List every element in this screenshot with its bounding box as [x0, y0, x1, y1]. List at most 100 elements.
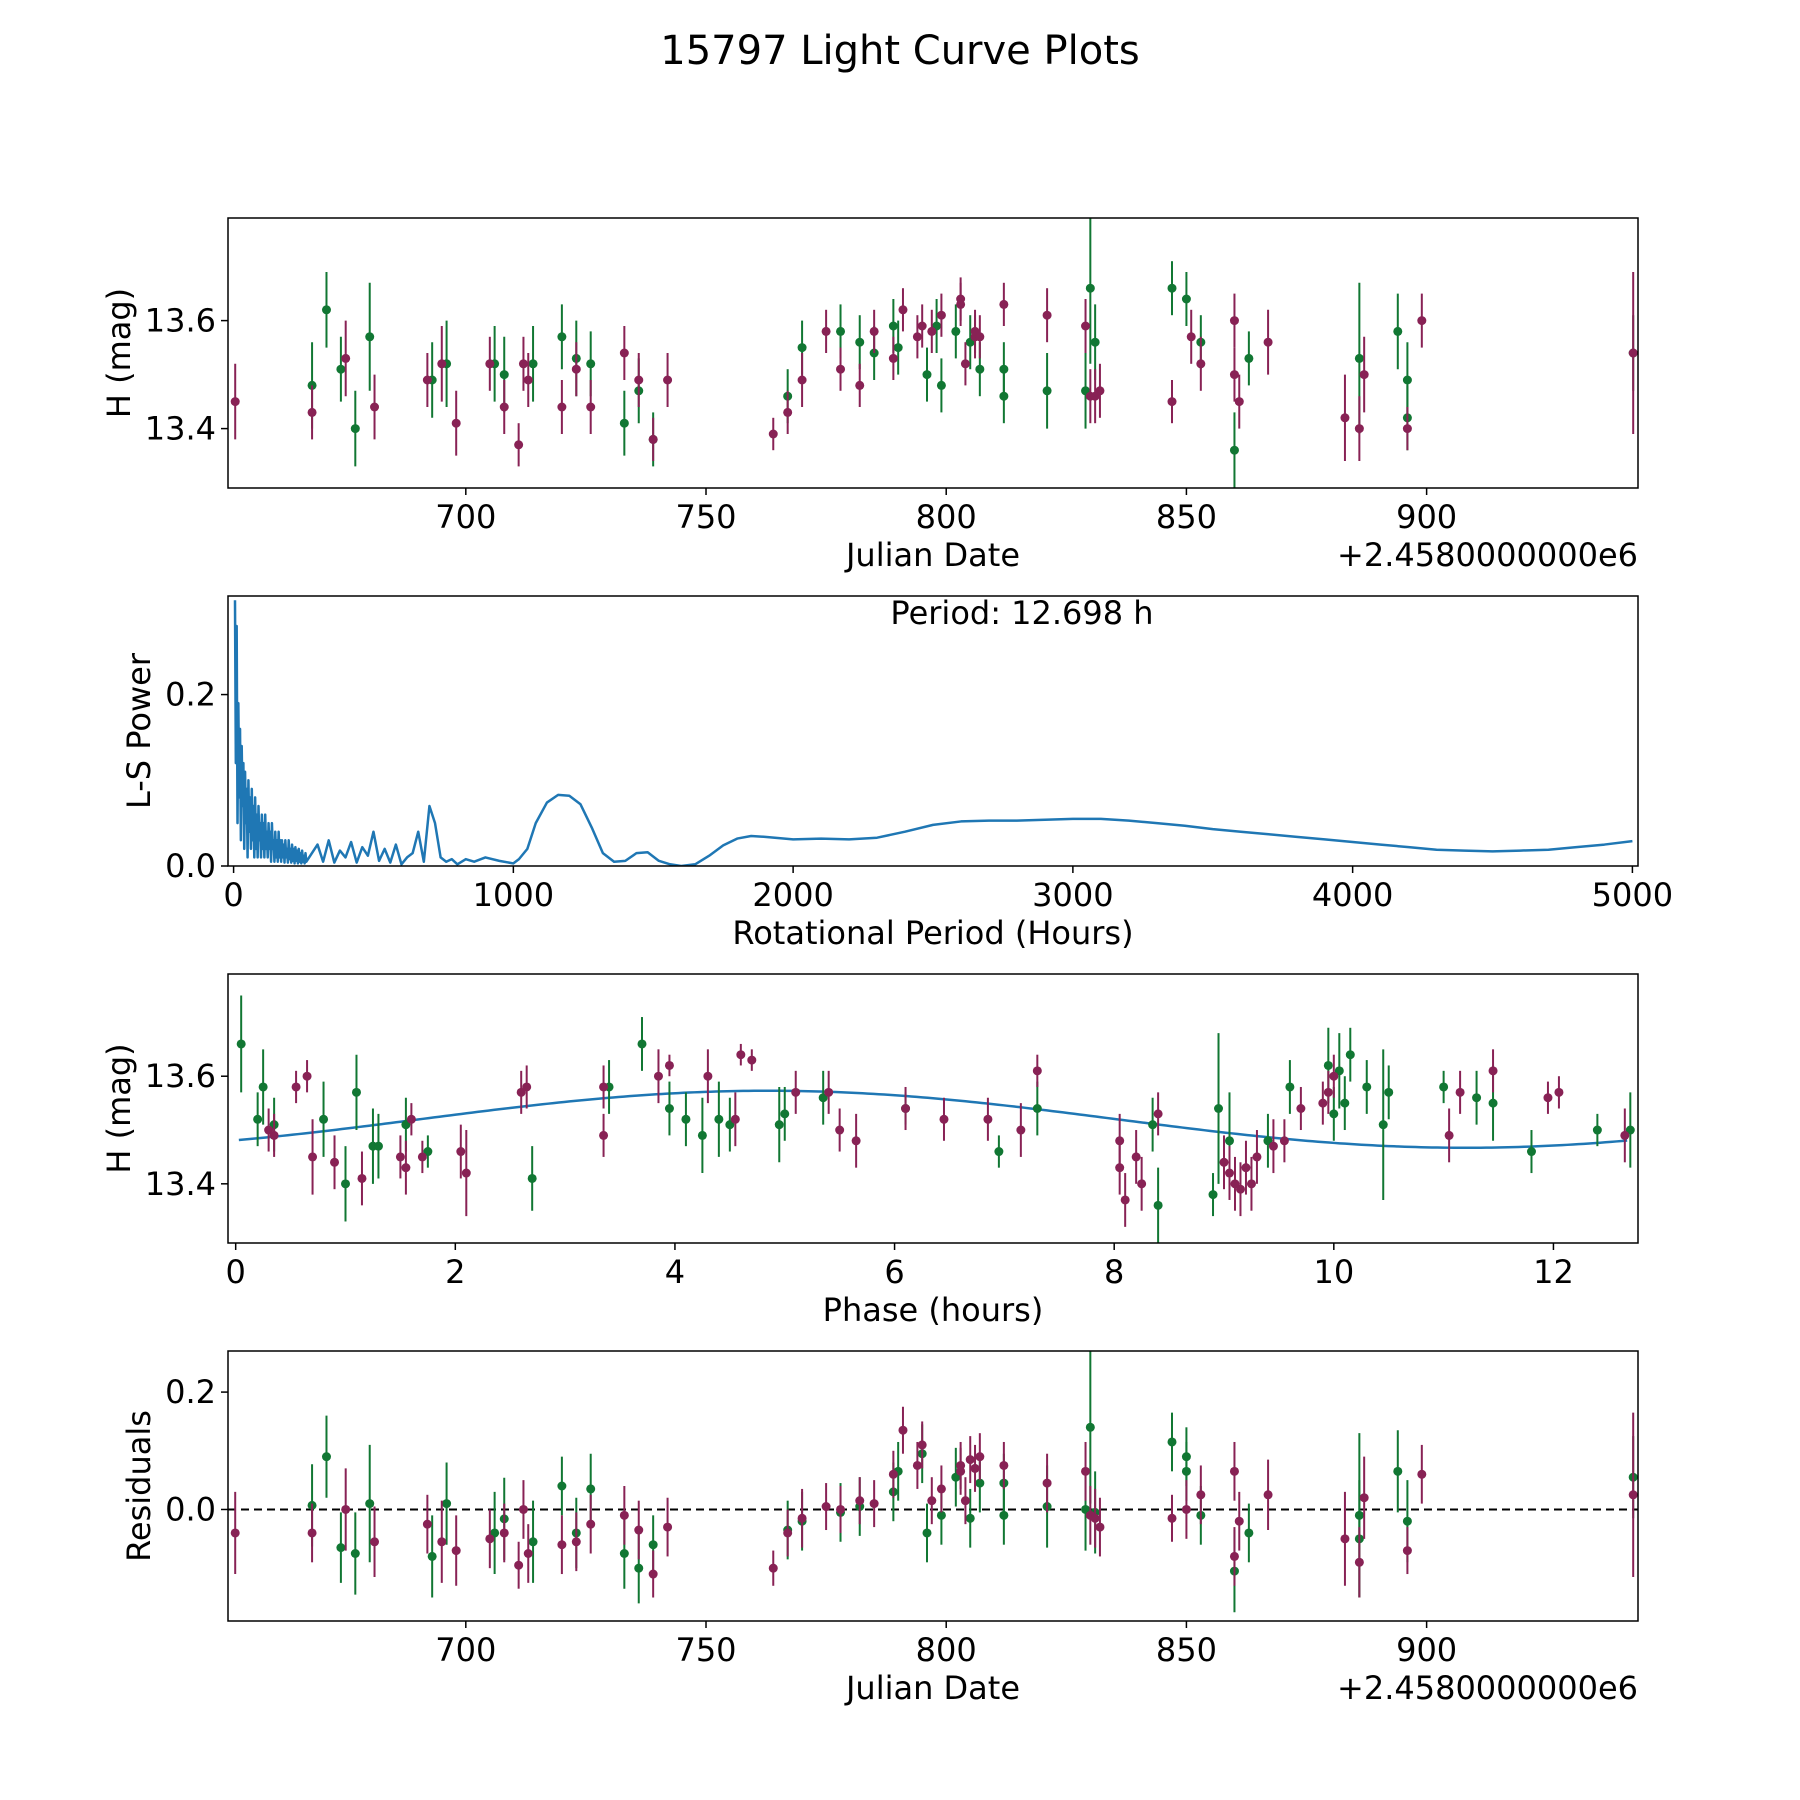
data-point	[619, 1549, 629, 1558]
data-point	[1196, 359, 1206, 369]
data-point	[637, 1039, 647, 1049]
data-point	[1340, 413, 1350, 423]
data-point	[824, 1087, 834, 1097]
data-point	[1340, 1098, 1350, 1108]
data-point	[927, 326, 937, 336]
data-point	[1241, 1163, 1251, 1173]
data-point	[965, 1455, 975, 1465]
data-point	[336, 1543, 346, 1553]
data-point	[1378, 1120, 1388, 1130]
data-point	[797, 1513, 807, 1523]
axes-frame	[227, 1350, 1639, 1622]
data-point	[855, 1496, 865, 1506]
data-point	[975, 1478, 985, 1488]
y-tick-label: 13.4	[145, 1165, 216, 1203]
data-point	[1417, 1469, 1427, 1479]
x-tick-label: 2	[445, 1253, 465, 1291]
data-point	[975, 1452, 985, 1462]
data-point	[780, 1109, 790, 1119]
data-point	[373, 1141, 383, 1151]
data-point	[927, 1496, 937, 1506]
data-point	[1444, 1130, 1454, 1140]
data-point	[1354, 1510, 1364, 1520]
data-point	[999, 391, 1009, 401]
data-point	[1120, 1195, 1130, 1205]
data-point	[571, 364, 581, 374]
data-point	[1354, 353, 1364, 363]
data-point	[307, 1528, 317, 1538]
data-point	[821, 1502, 831, 1512]
data-point	[970, 1463, 980, 1473]
data-point	[1628, 1490, 1638, 1500]
data-point	[1229, 370, 1239, 380]
x-tick-label: 4	[665, 1253, 685, 1291]
data-point	[253, 1114, 263, 1124]
data-point	[999, 1510, 1009, 1520]
axes-frame	[227, 973, 1639, 1244]
data-point	[956, 299, 966, 309]
data-point	[797, 375, 807, 385]
data-point	[522, 1082, 532, 1092]
data-point	[663, 1522, 673, 1532]
data-point	[1042, 1478, 1052, 1488]
x-tick-label: 700	[435, 498, 496, 536]
data-point	[1340, 1534, 1350, 1544]
data-point	[1090, 1513, 1100, 1523]
data-point	[1234, 397, 1244, 407]
x-offset-label: +2.4580000000e6	[1337, 536, 1638, 574]
data-point	[1090, 337, 1100, 347]
data-point	[1032, 1066, 1042, 1076]
data-point	[936, 1484, 946, 1494]
data-point	[898, 305, 908, 315]
x-tick-label: 700	[435, 1631, 496, 1669]
x-tick-label: 8	[1104, 1253, 1124, 1291]
data-point	[730, 1114, 740, 1124]
data-point	[851, 1136, 861, 1146]
data-point	[1081, 1466, 1091, 1476]
data-point	[619, 348, 629, 358]
y-axis-label: H (mag)	[100, 1043, 138, 1173]
data-point	[1214, 1104, 1224, 1113]
data-point	[1268, 1141, 1278, 1151]
data-point	[1224, 1168, 1234, 1178]
data-point	[619, 418, 629, 428]
axes-frame	[227, 595, 1639, 867]
x-tick-label: 800	[916, 498, 977, 536]
series-purple	[230, 272, 1638, 467]
data-point	[350, 424, 360, 434]
data-point	[1252, 1152, 1262, 1162]
data-point	[1318, 1098, 1328, 1108]
data-point	[557, 1540, 567, 1550]
chart-periodogram: Period: 12.698 h 0 1000 2000 3000 4000 5000 0.0…	[120, 594, 1673, 952]
data-point	[1042, 386, 1052, 396]
data-point	[1137, 1179, 1147, 1189]
data-point	[351, 1087, 361, 1097]
data-point	[1131, 1152, 1141, 1162]
data-point	[1167, 1437, 1177, 1447]
data-point	[1095, 386, 1105, 396]
data-point	[499, 1528, 509, 1538]
x-tick-label: 4000	[1312, 876, 1393, 914]
data-point	[499, 402, 509, 412]
data-point	[648, 434, 658, 444]
x-tick-label: 750	[675, 1631, 736, 1669]
data-point	[1323, 1060, 1333, 1070]
data-point	[308, 1152, 318, 1162]
data-point	[1244, 353, 1254, 363]
data-point	[1263, 337, 1273, 347]
data-point	[1455, 1087, 1465, 1097]
x-axis-label: Julian Date	[844, 536, 1020, 574]
data-point	[1417, 316, 1427, 326]
data-point	[835, 1125, 845, 1135]
data-point	[936, 310, 946, 320]
plot-area	[230, 218, 1638, 488]
data-point	[1181, 1466, 1191, 1476]
data-point	[230, 397, 240, 407]
data-point	[370, 402, 380, 412]
data-point	[557, 1481, 567, 1491]
x-tick-label: 850	[1156, 498, 1217, 536]
data-point	[516, 1087, 526, 1097]
data-point	[917, 321, 927, 331]
data-point	[1334, 1066, 1344, 1076]
data-point	[1402, 375, 1412, 385]
